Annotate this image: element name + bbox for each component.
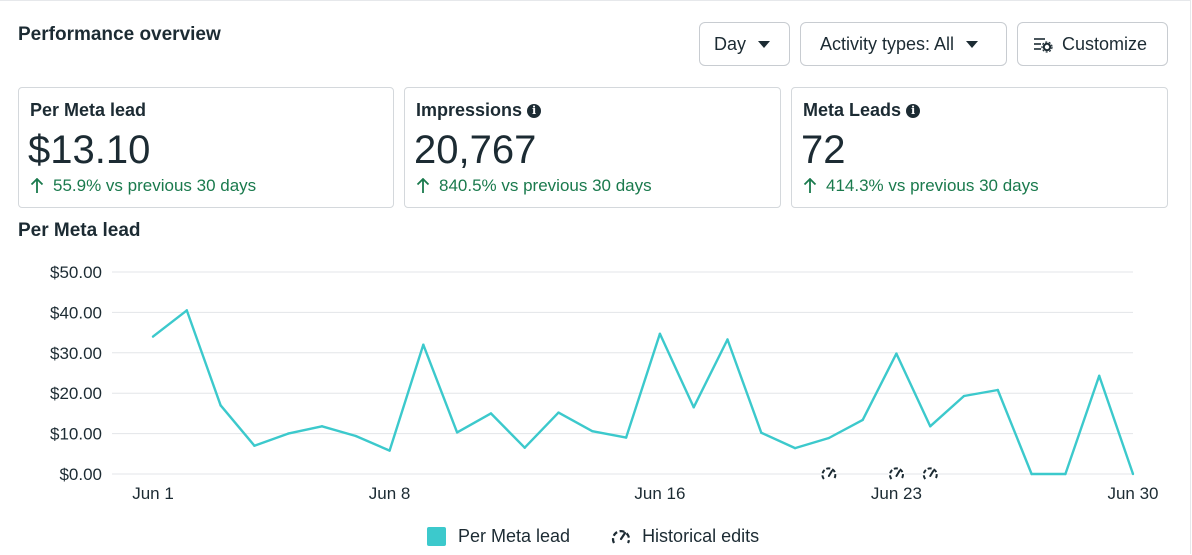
page-title: Performance overview — [18, 24, 221, 45]
legend-label: Historical edits — [642, 526, 760, 546]
data-point — [1098, 374, 1101, 378]
legend-item-per-meta-lead[interactable]: Per Meta lead — [427, 526, 570, 547]
data-point — [523, 446, 526, 449]
data-point — [1064, 472, 1067, 476]
data-point — [827, 436, 831, 440]
info-icon[interactable]: i — [527, 103, 542, 118]
y-tick-label: $10.00 — [50, 425, 102, 444]
data-point — [591, 429, 594, 433]
x-tick-label: Jun 23 — [871, 484, 922, 503]
data-point — [219, 404, 222, 407]
metric-delta-text: 840.5% vs previous 30 days — [439, 176, 652, 195]
metric-card-per-meta-lead[interactable]: Per Meta lead $13.10 55.9% vs previous 3… — [18, 87, 394, 208]
metric-card-meta-leads[interactable]: Meta Leads i 72 414.3% vs previous 30 day… — [791, 87, 1168, 208]
data-point — [1030, 472, 1033, 476]
metric-card-impressions[interactable]: Impressions i 20,767 840.5% vs previous 3… — [404, 87, 781, 208]
metric-value: $13.10 — [28, 128, 151, 172]
metric-delta-text: 414.3% vs previous 30 days — [826, 176, 1039, 195]
info-icon[interactable]: i — [906, 103, 921, 118]
y-tick-label: $20.00 — [50, 384, 102, 403]
metric-value: 72 — [801, 128, 846, 172]
data-point — [151, 335, 155, 338]
data-point — [320, 425, 324, 428]
legend-label: Per Meta lead — [458, 526, 571, 546]
caret-down-icon — [758, 40, 771, 48]
chart-title: Per Meta lead — [18, 220, 141, 241]
customize-button[interactable]: Customize — [1017, 22, 1168, 66]
data-point — [726, 338, 729, 341]
historical-edit-marker[interactable] — [888, 466, 905, 482]
y-tick-label: $0.00 — [59, 465, 102, 484]
data-point — [692, 406, 695, 409]
data-point — [861, 418, 864, 422]
legend-item-historical-edits[interactable]: Historical edits — [610, 526, 759, 547]
data-point — [354, 434, 357, 438]
data-point — [1131, 472, 1135, 476]
data-point — [422, 343, 425, 346]
data-point — [760, 431, 763, 434]
metric-delta-text: 55.9% vs previous 30 days — [53, 176, 257, 195]
activity-types-label: Activity types: All — [820, 33, 955, 54]
x-tick-label: Jun 16 — [634, 484, 685, 503]
data-point — [455, 431, 459, 434]
y-tick-label: $50.00 — [50, 263, 102, 282]
arrow-up-icon — [30, 178, 44, 193]
activity-types-dropdown[interactable]: Activity types: All — [800, 22, 1007, 66]
data-point — [286, 432, 290, 435]
data-point — [253, 444, 256, 447]
day-dropdown[interactable]: Day — [699, 22, 790, 66]
series-line-per-meta-lead — [152, 309, 1135, 476]
metric-label: Meta Leads i — [803, 100, 921, 121]
customize-label: Customize — [1062, 33, 1148, 54]
historical-edits-icon — [611, 529, 631, 544]
metric-label-text: Impressions — [416, 100, 523, 120]
historical-edit-marker[interactable] — [820, 466, 837, 482]
metric-label-text: Per Meta lead — [30, 100, 147, 120]
data-point — [793, 446, 797, 450]
data-point — [388, 449, 391, 452]
day-dropdown-label: Day — [714, 33, 747, 54]
y-tick-label: $40.00 — [50, 303, 102, 322]
data-point — [929, 425, 932, 428]
data-point — [489, 412, 493, 415]
legend-swatch — [427, 527, 446, 546]
data-point — [185, 309, 188, 312]
metric-value: 20,767 — [414, 128, 537, 172]
data-point — [962, 394, 966, 398]
customize-settings-icon — [1034, 38, 1053, 53]
arrow-up-icon — [416, 178, 430, 193]
metric-delta: 840.5% vs previous 30 days — [416, 176, 652, 196]
per-meta-lead-line-chart: $0.00 $10.00 $20.00 $30.00 $40.00 $50.00 Jun 1… — [50, 263, 1159, 503]
caret-down-icon — [966, 40, 979, 48]
historical-edit-marker[interactable] — [922, 466, 939, 482]
data-point — [658, 332, 662, 336]
x-tick-label: Jun 8 — [369, 484, 411, 503]
x-tick-label: Jun 1 — [132, 484, 174, 503]
data-point — [557, 411, 560, 414]
y-tick-label: $30.00 — [50, 344, 102, 363]
metric-delta: 414.3% vs previous 30 days — [803, 176, 1039, 196]
data-point — [895, 352, 898, 355]
metric-label: Per Meta lead — [30, 100, 146, 121]
metric-label: Impressions i — [416, 100, 542, 121]
data-point — [996, 388, 1000, 392]
chart-legend: Per Meta lead Historical edits — [427, 526, 759, 547]
x-tick-label: Jun 30 — [1107, 484, 1158, 503]
arrow-up-icon — [803, 178, 817, 193]
metric-label-text: Meta Leads — [803, 100, 902, 120]
data-point — [624, 436, 628, 439]
metric-delta: 55.9% vs previous 30 days — [30, 176, 256, 196]
